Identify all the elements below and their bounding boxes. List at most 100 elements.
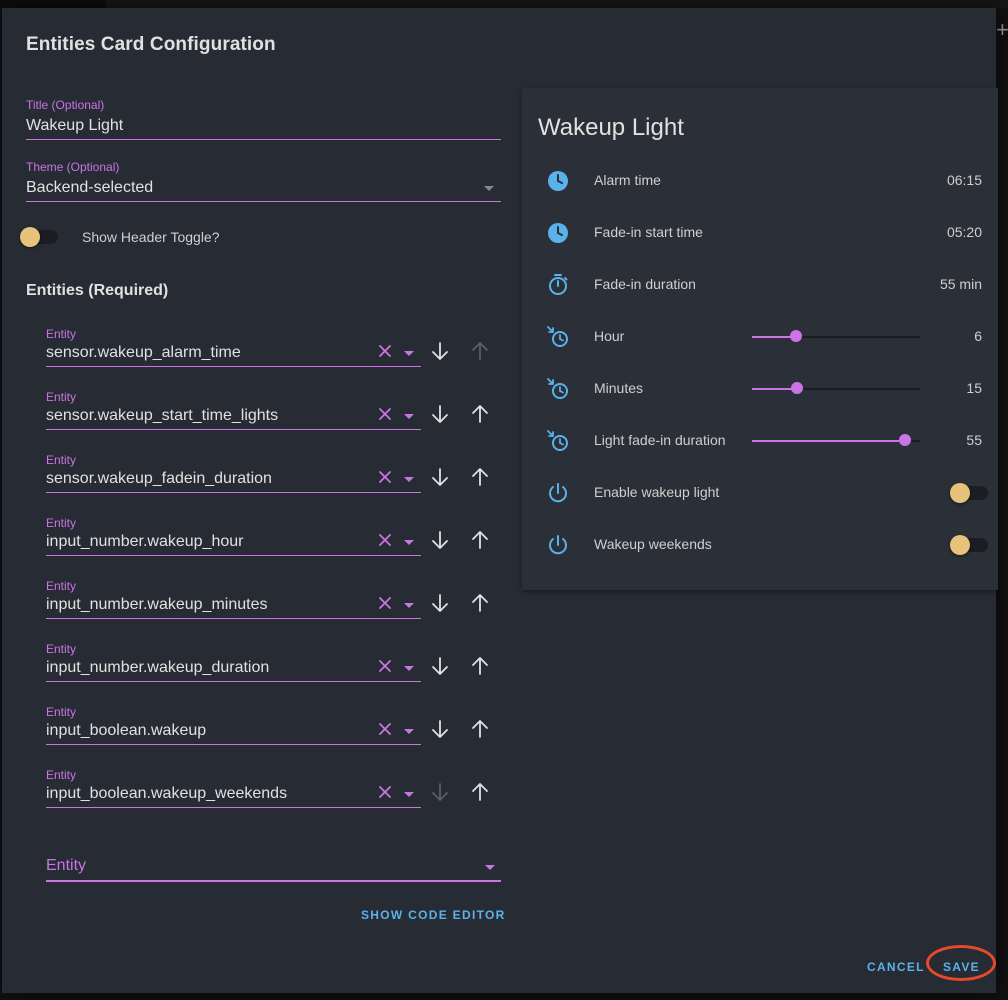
move-down-icon[interactable] bbox=[431, 341, 449, 361]
clock-start-icon bbox=[547, 378, 568, 399]
clock-start-icon bbox=[547, 430, 568, 451]
preview-entity-row[interactable]: Alarm time 06:15 bbox=[538, 161, 982, 201]
entity-field-value[interactable]: input_boolean.wakeup bbox=[46, 722, 207, 739]
move-up-icon[interactable] bbox=[471, 530, 489, 550]
entity-field-underline bbox=[46, 492, 421, 493]
entity-field-underline bbox=[46, 681, 421, 682]
dropdown-arrow-icon[interactable] bbox=[404, 414, 414, 419]
theme-select-label: Theme (Optional) bbox=[26, 160, 120, 174]
preview-entity-row[interactable]: Light fade-in duration 55 bbox=[538, 421, 982, 461]
preview-card: Wakeup Light Alarm time 06:15 Fade-in star… bbox=[522, 88, 998, 590]
preview-entity-name: Light fade-in duration bbox=[594, 432, 726, 448]
slider-knob[interactable] bbox=[789, 330, 802, 342]
dropdown-arrow-icon[interactable] bbox=[404, 666, 414, 671]
slider-knob[interactable] bbox=[898, 434, 911, 446]
entity-field-underline bbox=[46, 555, 421, 556]
clear-icon[interactable] bbox=[378, 407, 392, 421]
move-down-icon[interactable] bbox=[431, 719, 449, 739]
preview-entity-row[interactable]: Minutes 15 bbox=[538, 369, 982, 409]
move-up-icon[interactable] bbox=[471, 467, 489, 487]
cancel-button[interactable]: CANCEL bbox=[867, 960, 925, 974]
preview-entity-name: Fade-in start time bbox=[594, 224, 703, 240]
entity-field-value[interactable]: input_number.wakeup_minutes bbox=[46, 596, 268, 613]
preview-slider[interactable] bbox=[752, 434, 920, 446]
title-field-value[interactable]: Wakeup Light bbox=[26, 117, 124, 134]
header-toggle-switch[interactable] bbox=[20, 227, 58, 247]
preview-slider[interactable] bbox=[752, 382, 920, 394]
entity-field-value[interactable]: sensor.wakeup_fadein_duration bbox=[46, 470, 272, 487]
toggle-thumb[interactable] bbox=[950, 535, 970, 555]
add-entity-underline bbox=[46, 880, 501, 882]
clear-icon[interactable] bbox=[378, 470, 392, 484]
slider-fill bbox=[752, 440, 905, 442]
preview-slider[interactable] bbox=[752, 330, 920, 342]
preview-entity-name: Alarm time bbox=[594, 172, 661, 188]
clear-icon[interactable] bbox=[378, 785, 392, 799]
preview-entity-name: Fade-in duration bbox=[594, 276, 696, 292]
entity-field-value[interactable]: input_boolean.wakeup_weekends bbox=[46, 785, 288, 802]
move-down-icon[interactable] bbox=[431, 530, 449, 550]
add-entity-placeholder[interactable]: Entity bbox=[46, 857, 87, 874]
move-up-icon[interactable] bbox=[471, 782, 489, 802]
entity-field-label: Entity bbox=[46, 768, 77, 782]
dropdown-arrow-icon[interactable] bbox=[485, 865, 495, 870]
title-field[interactable]: Title (Optional) Wakeup Light bbox=[26, 98, 501, 140]
dropdown-arrow-icon[interactable] bbox=[404, 351, 414, 356]
power-icon bbox=[549, 483, 567, 503]
theme-select-underline bbox=[26, 201, 501, 202]
show-code-editor-button[interactable]: SHOW CODE EDITOR bbox=[361, 908, 506, 922]
dropdown-arrow-icon[interactable] bbox=[404, 603, 414, 608]
clear-icon[interactable] bbox=[378, 596, 392, 610]
preview-entity-row[interactable]: Fade-in duration 55 min bbox=[538, 265, 982, 305]
toggle-thumb[interactable] bbox=[20, 227, 40, 247]
entity-field-value[interactable]: sensor.wakeup_start_time_lights bbox=[46, 407, 279, 424]
slider-knob[interactable] bbox=[791, 382, 804, 394]
preview-entity-row[interactable]: Fade-in start time 05:20 bbox=[538, 213, 982, 253]
move-up-icon[interactable] bbox=[471, 656, 489, 676]
move-down-icon[interactable] bbox=[431, 782, 449, 802]
preview-entity-row[interactable]: Hour 6 bbox=[538, 317, 982, 357]
move-down-icon[interactable] bbox=[431, 593, 449, 613]
preview-entity-row[interactable]: Enable wakeup light bbox=[538, 473, 988, 513]
preview-entity-row[interactable]: Wakeup weekends bbox=[538, 525, 988, 565]
clear-icon[interactable] bbox=[378, 722, 392, 736]
dropdown-arrow-icon[interactable] bbox=[484, 186, 494, 191]
entity-field-label: Entity bbox=[46, 705, 77, 719]
entity-field-label: Entity bbox=[46, 579, 77, 593]
toggle-thumb[interactable] bbox=[950, 483, 970, 503]
theme-select-value[interactable]: Backend-selected bbox=[26, 179, 154, 196]
move-up-icon[interactable] bbox=[471, 404, 489, 424]
preview-entity-name: Enable wakeup light bbox=[594, 484, 720, 500]
entity-row: Entity input_number.wakeup_hour bbox=[46, 516, 516, 564]
entity-row: Entity input_number.wakeup_duration bbox=[46, 642, 516, 690]
entity-field-value[interactable]: input_number.wakeup_hour bbox=[46, 533, 244, 550]
dropdown-arrow-icon[interactable] bbox=[404, 792, 414, 797]
preview-toggle-switch[interactable] bbox=[950, 535, 988, 555]
dropdown-arrow-icon[interactable] bbox=[404, 540, 414, 545]
theme-select[interactable]: Theme (Optional) Backend-selected bbox=[26, 160, 501, 202]
move-up-icon[interactable] bbox=[471, 593, 489, 613]
preview-toggle-switch[interactable] bbox=[950, 483, 988, 503]
power-icon bbox=[549, 535, 567, 555]
move-down-icon[interactable] bbox=[431, 404, 449, 424]
move-up-icon[interactable] bbox=[471, 341, 489, 361]
clear-icon[interactable] bbox=[378, 344, 392, 358]
entity-field-value[interactable]: input_number.wakeup_duration bbox=[46, 659, 270, 676]
add-entity-picker[interactable]: Entity bbox=[46, 850, 501, 882]
clear-icon[interactable] bbox=[378, 533, 392, 547]
clock-icon bbox=[548, 223, 568, 243]
dropdown-arrow-icon[interactable] bbox=[404, 477, 414, 482]
move-down-icon[interactable] bbox=[431, 467, 449, 487]
background-add-icon: + bbox=[996, 17, 1008, 42]
entity-field-value[interactable]: sensor.wakeup_alarm_time bbox=[46, 344, 241, 361]
clear-icon[interactable] bbox=[378, 659, 392, 673]
preview-slider-value: 6 bbox=[974, 328, 982, 344]
move-down-icon[interactable] bbox=[431, 656, 449, 676]
move-up-icon[interactable] bbox=[471, 719, 489, 739]
slider-fill bbox=[752, 388, 798, 390]
dropdown-arrow-icon[interactable] bbox=[404, 729, 414, 734]
header-toggle-label: Show Header Toggle? bbox=[82, 229, 220, 245]
card-config-dialog: Entities Card Configuration Title (Optio… bbox=[2, 8, 998, 993]
preview-entity-name: Minutes bbox=[594, 380, 644, 396]
preview-card-title: Wakeup Light bbox=[538, 114, 684, 141]
